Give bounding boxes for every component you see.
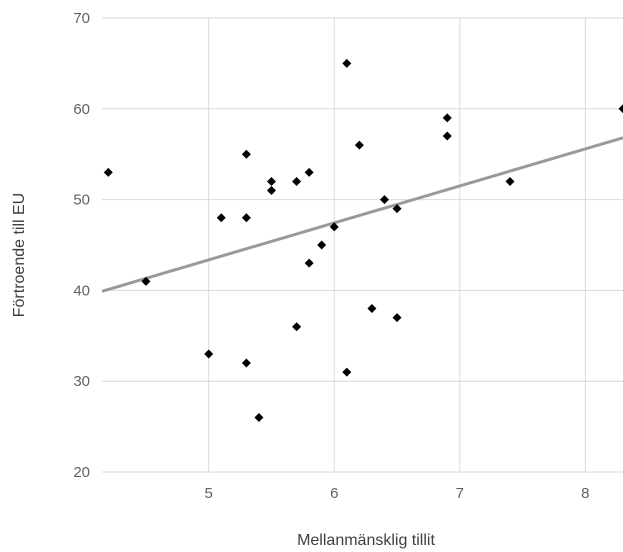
data-point	[241, 149, 251, 159]
data-point	[505, 176, 515, 186]
data-point	[367, 304, 377, 314]
data-point	[216, 213, 226, 223]
data-point	[317, 240, 327, 250]
data-point	[392, 204, 402, 214]
y-tick-label: 40	[73, 282, 90, 299]
data-point	[266, 186, 276, 196]
y-axis-title: Förtroende till EU	[11, 193, 28, 318]
data-points	[103, 58, 623, 423]
y-tick-label: 70	[73, 10, 90, 27]
y-tick-label: 50	[73, 192, 90, 209]
data-point	[241, 213, 251, 223]
data-point	[266, 176, 276, 186]
x-axis-title: Mellanmänsklig tillit	[297, 532, 435, 549]
data-point	[241, 358, 251, 368]
trendline-layer	[101, 136, 623, 293]
data-point	[442, 131, 452, 141]
data-point	[292, 322, 302, 332]
data-point	[442, 113, 452, 123]
data-point	[204, 349, 214, 359]
y-tick-label: 60	[73, 101, 90, 118]
x-tick-label: 7	[456, 485, 464, 502]
x-tick-label: 5	[205, 485, 213, 502]
data-point	[354, 140, 364, 150]
data-point	[141, 276, 151, 286]
data-point	[103, 167, 113, 177]
data-point	[329, 222, 339, 232]
data-point	[618, 104, 623, 114]
trendline	[101, 136, 623, 293]
data-point	[379, 195, 389, 205]
x-tick-label: 6	[330, 485, 338, 502]
x-tick-label: 8	[581, 485, 589, 502]
data-point	[304, 258, 314, 268]
y-tick-label: 20	[73, 464, 90, 481]
data-point	[342, 58, 352, 68]
data-point	[342, 367, 352, 377]
y-tick-label: 30	[73, 373, 90, 390]
gridlines	[102, 17, 623, 473]
data-point	[392, 313, 402, 323]
data-point	[254, 413, 264, 423]
data-point	[304, 167, 314, 177]
data-point	[292, 176, 302, 186]
tick-labels: 20 30 40 50 60 70 5 6 7 8	[73, 10, 589, 502]
